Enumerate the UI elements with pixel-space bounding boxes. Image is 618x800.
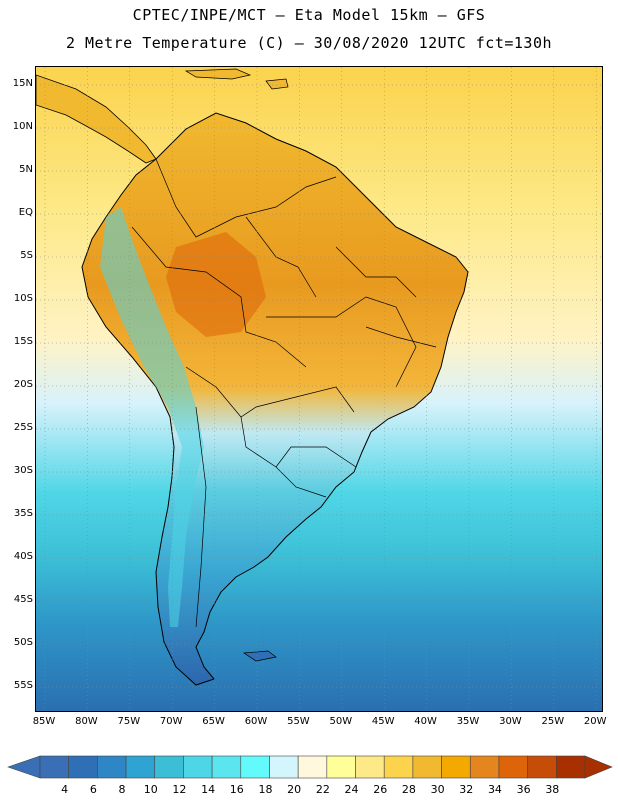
colorbar-label: 30	[430, 783, 445, 796]
longitude-label: 55W	[287, 716, 310, 727]
latitude-label: 20S	[13, 379, 33, 390]
country-borders	[131, 158, 437, 628]
longitude-label: 75W	[117, 716, 141, 727]
colorbar-swatch	[441, 755, 471, 779]
colorbar-label: 10	[143, 783, 158, 796]
colorbar-label: 8	[118, 783, 126, 796]
colorbar-label: 4	[61, 783, 69, 796]
colorbar-swatch	[183, 755, 213, 779]
latitude-label: 50S	[13, 637, 33, 648]
colorbar-swatch	[125, 755, 156, 779]
colorbar-label: 22	[315, 783, 330, 796]
latitude-label: 35S	[13, 508, 33, 519]
latitude-label: 30S	[13, 465, 33, 476]
colorbar-swatch	[355, 755, 385, 779]
longitude-label: 25W	[541, 716, 565, 727]
colorbar-label: 26	[373, 783, 388, 796]
map-canvas	[36, 67, 602, 711]
colorbar-swatch	[527, 755, 557, 779]
longitude-label: 35W	[456, 716, 480, 727]
colorbar-swatch	[326, 755, 356, 779]
longitude-label: 65W	[202, 716, 225, 727]
colorbar-swatch	[39, 755, 69, 779]
longitude-label: 70W	[159, 716, 183, 727]
latitude-label: 40S	[13, 551, 33, 562]
colorbar-label: 14	[201, 783, 216, 796]
temperature-map	[35, 66, 603, 712]
longitude-label: 30W	[499, 716, 522, 727]
graticule	[36, 67, 602, 711]
colorbar-label: 36	[516, 783, 531, 796]
colorbar-right-arrow	[584, 755, 613, 779]
colorbar-swatch	[154, 755, 184, 779]
central-america-land	[36, 74, 157, 164]
colorbar-left-arrow	[7, 755, 41, 779]
latitude-label: 10N	[12, 121, 33, 132]
latitude-label: 25S	[13, 422, 33, 433]
colorbar-swatch	[297, 755, 328, 779]
colorbar-label: 38	[545, 783, 560, 796]
colorbar-label: 18	[258, 783, 273, 796]
latitude-label: 55S	[13, 680, 33, 691]
colorbar-swatch	[498, 755, 528, 779]
latitude-label: 5N	[19, 164, 33, 175]
latitude-label: 15N	[12, 78, 33, 89]
falkland-islands	[242, 650, 277, 662]
latitude-label: 45S	[13, 594, 33, 605]
latitude-label: EQ	[18, 207, 33, 218]
colorbar-swatch	[412, 755, 442, 779]
colorbar-swatch	[383, 755, 414, 779]
longitude-label: 50W	[329, 716, 353, 727]
longitude-label: 45W	[371, 716, 395, 727]
longitude-label: 20W	[583, 716, 607, 727]
latitude-label: 10S	[13, 293, 33, 304]
amazon-hot-core	[166, 232, 266, 337]
colorbar-label: 6	[89, 783, 97, 796]
colorbar-label: 24	[344, 783, 359, 796]
longitude-label: 40W	[414, 716, 437, 727]
colorbar-swatch	[97, 755, 127, 779]
latitude-label: 5S	[20, 250, 33, 261]
colorbar-label: 12	[172, 783, 187, 796]
colorbar	[7, 755, 613, 779]
colorbar-swatch	[269, 755, 299, 779]
colorbar-label: 34	[487, 783, 502, 796]
caribbean-islands	[184, 68, 289, 90]
colorbar-swatch	[556, 755, 586, 779]
colorbar-swatch	[68, 755, 98, 779]
andes-cool-strip	[100, 207, 204, 627]
colorbar-swatch	[211, 755, 242, 779]
colorbar-label: 20	[287, 783, 302, 796]
longitude-label: 60W	[244, 716, 268, 727]
colorbar-label: 16	[229, 783, 244, 796]
colorbar-label: 32	[459, 783, 474, 796]
latitude-label: 15S	[13, 336, 33, 347]
colorbar-swatch	[240, 755, 270, 779]
map-title-line2: 2 Metre Temperature (C) – 30/08/2020 12U…	[65, 34, 553, 52]
colorbar-label: 28	[401, 783, 416, 796]
longitude-label: 85W	[32, 716, 56, 727]
longitude-label: 80W	[75, 716, 98, 727]
map-title-line1: CPTEC/INPE/MCT – Eta Model 15km – GFS	[132, 6, 486, 24]
colorbar-swatch	[469, 755, 500, 779]
